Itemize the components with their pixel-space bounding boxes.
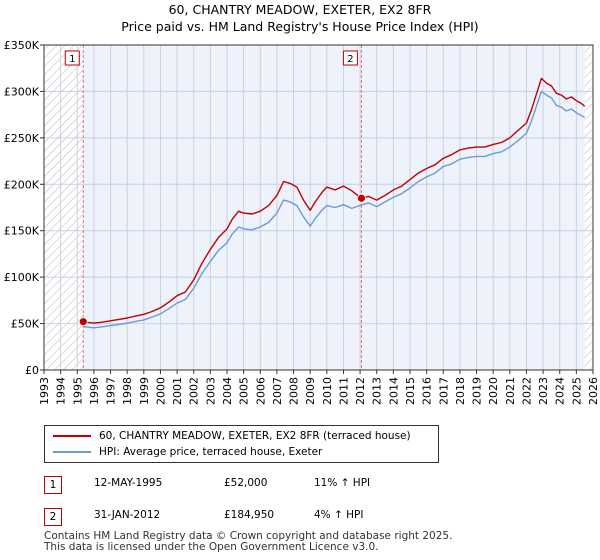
x-tick-label: 1996 xyxy=(88,377,101,405)
x-tick-label: 2014 xyxy=(387,377,400,405)
y-tick-label: £50K xyxy=(11,318,40,331)
footer-licence: This data is licensed under the Open Gov… xyxy=(44,541,379,553)
x-tick-label: 1997 xyxy=(105,377,118,405)
footer-attribution: Contains HM Land Registry data © Crown c… xyxy=(44,531,452,553)
x-tick-label: 2012 xyxy=(354,377,367,405)
y-tick-label: £150K xyxy=(4,225,40,238)
hatched-area-after xyxy=(584,45,593,370)
y-tick-label: £0 xyxy=(25,364,39,377)
x-tick-label: 2008 xyxy=(288,377,301,405)
x-tick-label: 2001 xyxy=(171,377,184,405)
x-tick-label: 1995 xyxy=(71,377,84,405)
legend-item-hpi: HPI: Average price, terraced house, Exet… xyxy=(53,444,322,460)
transaction-price: £52,000 xyxy=(224,477,268,489)
x-tick-label: 2000 xyxy=(154,377,167,405)
x-tick-label: 2016 xyxy=(421,377,434,405)
series-line-property xyxy=(83,77,586,324)
transaction-date: 31-JAN-2012 xyxy=(94,509,161,521)
transaction-number-badge: 1 xyxy=(44,476,62,494)
title-address: 60, CHANTRY MEADOW, EXETER, EX2 8FR xyxy=(168,2,432,17)
x-tick-label: 2022 xyxy=(520,377,533,405)
x-tick-label: 2013 xyxy=(371,377,384,405)
transaction-number-badge: 2 xyxy=(44,508,62,526)
x-tick-label: 2006 xyxy=(254,377,267,405)
legend-swatch-hpi xyxy=(53,451,91,453)
legend-item-property: 60, CHANTRY MEADOW, EXETER, EX2 8FR (ter… xyxy=(53,428,411,444)
x-tick-label: 1994 xyxy=(55,377,68,405)
y-tick-label: £300K xyxy=(4,85,40,98)
footer-copyright: Contains HM Land Registry data © Crown c… xyxy=(44,530,453,542)
x-tick-label: 2011 xyxy=(337,377,350,405)
legend-label-property: 60, CHANTRY MEADOW, EXETER, EX2 8FR (ter… xyxy=(99,430,411,442)
legend-swatch-property xyxy=(53,435,91,437)
plot-background xyxy=(44,45,593,370)
y-tick-label: £100K xyxy=(4,271,40,284)
x-tick-label: 2021 xyxy=(504,377,517,405)
x-tick-label: 2025 xyxy=(570,377,583,405)
transaction-date: 12-MAY-1995 xyxy=(94,477,163,489)
x-tick-label: 2002 xyxy=(188,377,201,405)
x-tick-label: 2009 xyxy=(304,377,317,405)
x-tick-label: 2023 xyxy=(537,377,550,405)
chart-legend: 60, CHANTRY MEADOW, EXETER, EX2 8FR (ter… xyxy=(44,425,439,463)
sale-label-box xyxy=(342,50,358,66)
table-row: 2 31-JAN-2012 £184,950 4% ↑ HPI xyxy=(44,508,404,526)
transaction-hpi-diff: 4% ↑ HPI xyxy=(314,509,364,521)
series-line-hpi xyxy=(83,90,586,329)
x-tick-label: 2010 xyxy=(321,377,334,405)
x-tick-label: 2024 xyxy=(554,377,567,405)
price-chart: 1993 1994 1995 1996 1997 1998 1999 2000 2001 2002… xyxy=(4,39,600,405)
y-tick-label: £250K xyxy=(4,132,40,145)
sale-label: 1 xyxy=(69,54,75,65)
sale-label-box xyxy=(64,50,80,66)
chart-title: 60, CHANTRY MEADOW, EXETER, EX2 8FR Pric… xyxy=(0,1,600,35)
x-tick-label: 2017 xyxy=(437,377,450,405)
x-tick-label: 2007 xyxy=(271,377,284,405)
x-tick-label: 2015 xyxy=(404,377,417,405)
legend-label-hpi: HPI: Average price, terraced house, Exet… xyxy=(99,446,323,458)
y-tick-label: £200K xyxy=(4,178,40,191)
transaction-hpi-diff: 11% ↑ HPI xyxy=(314,477,371,489)
x-tick-label: 2019 xyxy=(471,377,484,405)
x-tick-label: 1993 xyxy=(38,377,51,405)
x-tick-label: 2003 xyxy=(204,377,217,405)
x-tick-label: 2026 xyxy=(587,377,600,405)
sale-point xyxy=(78,317,88,327)
x-tick-label: 2018 xyxy=(454,377,467,405)
hatched-area-before xyxy=(44,45,84,370)
x-tick-label: 2004 xyxy=(221,377,234,405)
y-tick-label: £350K xyxy=(4,39,40,52)
title-subtitle: Price paid vs. HM Land Registry's House … xyxy=(121,19,479,34)
x-tick-label: 2005 xyxy=(238,377,251,405)
plot-frame xyxy=(43,44,594,371)
sale-point xyxy=(357,193,366,203)
transaction-price: £184,950 xyxy=(224,509,275,521)
table-row: 1 12-MAY-1995 £52,000 11% ↑ HPI xyxy=(44,476,404,494)
x-tick-label: 1998 xyxy=(121,377,134,405)
x-tick-label: 2020 xyxy=(487,377,500,405)
x-tick-label: 1999 xyxy=(138,377,151,405)
sale-label: 2 xyxy=(347,54,353,65)
